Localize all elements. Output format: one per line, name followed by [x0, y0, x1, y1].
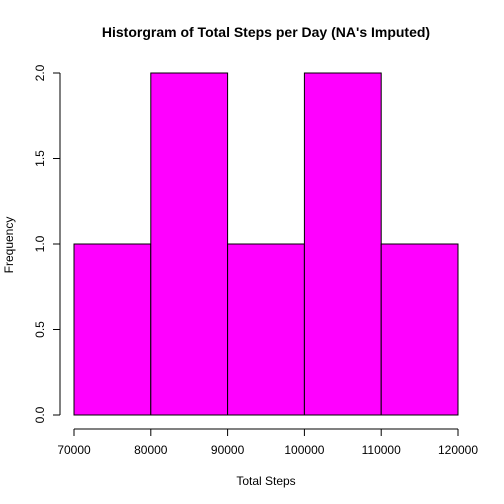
y-axis-label: Frequency [2, 217, 16, 274]
y-tick-label: 1.5 [33, 150, 47, 167]
x-tick-label: 90000 [211, 443, 245, 457]
chart-title: Historgram of Total Steps per Day (NA's … [102, 24, 430, 40]
bars-group [73, 72, 459, 416]
x-tick-label: 120000 [438, 443, 478, 457]
x-axis-label: Total Steps [236, 474, 295, 488]
y-tick-label: 1.0 [33, 235, 47, 252]
x-tick-label: 80000 [134, 443, 168, 457]
x-tick-label: 110000 [362, 443, 401, 457]
histogram-bar-0 [73, 243, 152, 416]
x-axis: 70000 80000 90000 100000 110000 120000 [57, 428, 478, 457]
x-tick-label: 70000 [57, 443, 91, 457]
histogram-bar-3 [303, 72, 382, 416]
y-tick-label: 0.5 [33, 321, 47, 338]
histogram-bar-1 [150, 72, 229, 416]
histogram-bar-2 [227, 243, 305, 416]
y-tick-label: 2.0 [33, 64, 47, 81]
x-tick-label: 100000 [284, 443, 324, 457]
histogram-bar-4 [380, 243, 459, 416]
y-axis: 0.0 0.5 1.0 1.5 2.0 [33, 64, 61, 423]
y-tick-label: 0.0 [33, 406, 47, 423]
